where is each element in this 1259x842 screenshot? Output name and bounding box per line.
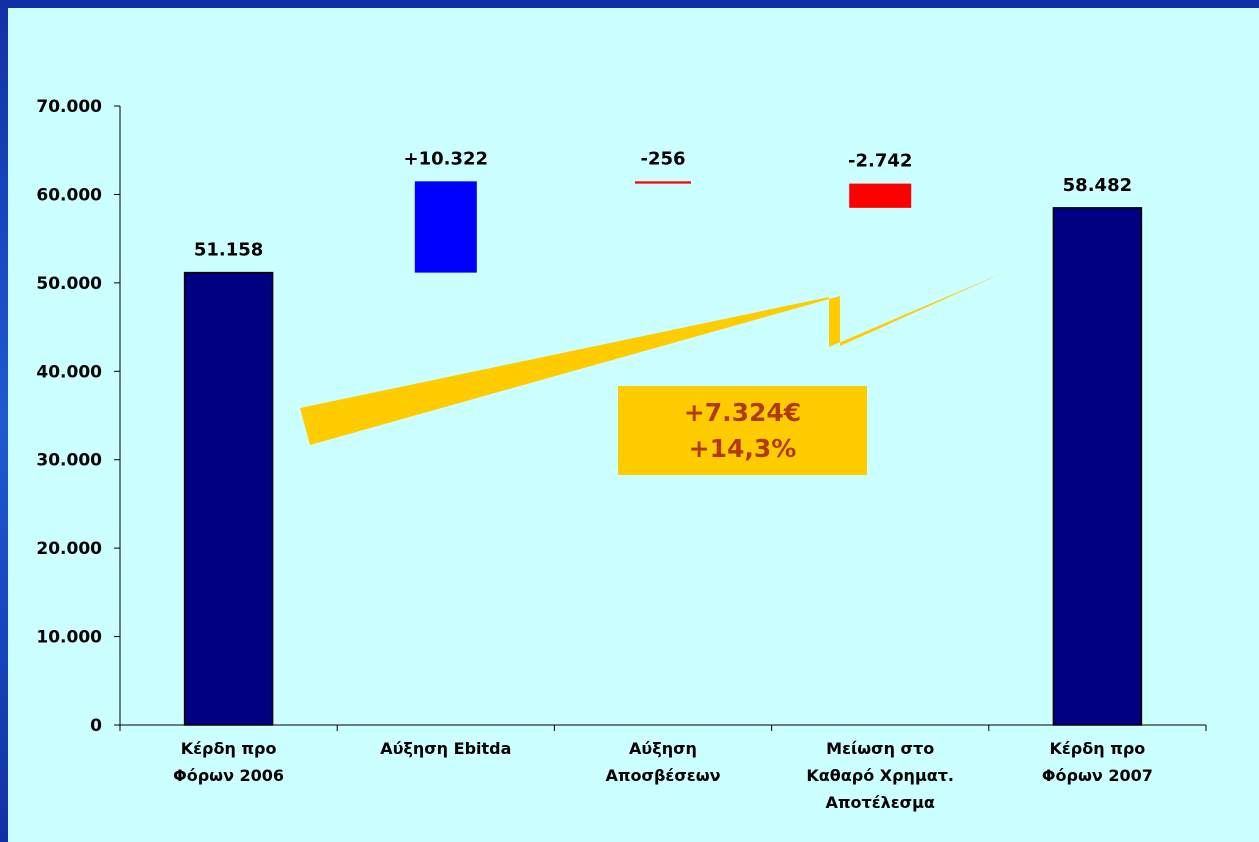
bar-value-label: -2.742	[848, 151, 912, 172]
growth-annotation: +7.324€ +14,3%	[618, 386, 867, 475]
x-category-label: Αποσβέσεων	[605, 766, 720, 785]
growth-percent: +14,3%	[688, 433, 797, 463]
waterfall-bar	[1052, 207, 1143, 726]
y-tick-label: 60.000	[36, 185, 102, 205]
bar-value-label: -256	[640, 148, 685, 169]
y-tick-label: 0	[90, 716, 102, 736]
axes-layer: 0 10.000 20.000 30.000 40.000 50.000 60.000 70.…	[36, 97, 1207, 812]
x-category-label: Κέρδη προ	[181, 739, 277, 758]
x-category-label: Κέρδη προ	[1049, 739, 1145, 758]
x-category-label: Αύξηση	[629, 739, 697, 758]
y-tick-label: 10.000	[36, 628, 102, 648]
x-category-label: Αύξηση Ebitda	[380, 739, 511, 758]
x-category-label: Καθαρό Χρηματ.	[806, 766, 954, 785]
y-tick-label: 50.000	[36, 274, 102, 294]
x-category-label: Αποτέλεσμα	[825, 793, 934, 812]
bar-value-label: 58.482	[1063, 175, 1132, 196]
x-category-label: Φόρων 2006	[173, 766, 284, 785]
y-tick-label: 40.000	[36, 362, 102, 382]
y-tick-label: 70.000	[36, 97, 102, 117]
y-tick-label: 20.000	[36, 539, 102, 559]
labels-layer: 51.158 +10.322 -256 -2.742 58.482	[194, 148, 1132, 260]
waterfall-bar	[849, 183, 912, 208]
x-category-label: Φόρων 2007	[1042, 766, 1153, 785]
waterfall-bar	[414, 181, 477, 273]
growth-arrow-icon	[300, 272, 1005, 445]
y-tick-label: 30.000	[36, 451, 102, 471]
x-category-label: Μείωση στο	[826, 739, 934, 758]
bar-value-label: 51.158	[194, 240, 263, 261]
bar-value-label: +10.322	[404, 148, 489, 169]
growth-amount: +7.324€	[683, 397, 802, 427]
waterfall-bar	[183, 271, 274, 726]
waterfall-bar	[635, 181, 691, 184]
bars-layer	[183, 181, 1143, 726]
